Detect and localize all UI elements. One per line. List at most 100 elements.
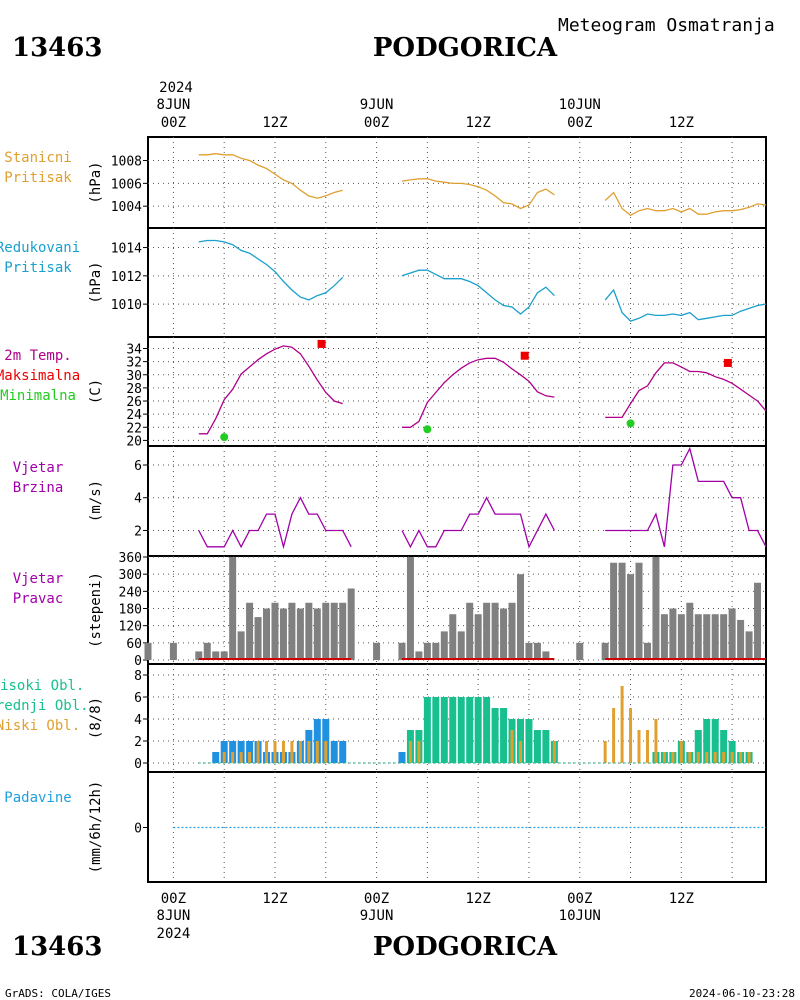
direction-bar xyxy=(432,642,440,660)
cloud-bar xyxy=(533,730,541,763)
cloud-bar xyxy=(694,730,702,763)
tmin-marker xyxy=(626,419,635,428)
y-tick-label: 34 xyxy=(126,343,142,358)
y-tick-label: 6 xyxy=(134,691,142,706)
panel-label: Stanicni xyxy=(4,150,71,166)
y-tick-label: 30 xyxy=(126,369,142,384)
panel-label: Brzina xyxy=(13,480,64,496)
top-time-label: 12Z xyxy=(466,115,491,131)
bottom-time-label: 00Z xyxy=(567,891,592,907)
cloud-bar xyxy=(239,752,243,763)
panel-label: Minimalna xyxy=(0,388,76,404)
cloud-bar xyxy=(256,741,260,763)
direction-bar xyxy=(330,602,338,660)
cloud-bar xyxy=(417,741,421,763)
direction-bar xyxy=(677,614,685,660)
direction-bar xyxy=(627,574,635,660)
y-tick-label: 240 xyxy=(119,585,142,600)
direction-bar xyxy=(491,602,499,660)
direction-bar xyxy=(508,602,516,660)
panel-label: Pritisak xyxy=(4,170,72,186)
top-time-label: 00Z xyxy=(567,115,592,131)
panels: 20248JUN00Z00Z8JUN202412Z12Z9JUN00Z00Z9J… xyxy=(0,80,767,942)
cloud-bar xyxy=(432,697,440,763)
cloud-bar xyxy=(298,741,302,763)
direction-bar xyxy=(576,642,584,660)
direction-bar xyxy=(271,602,279,660)
y-tick-label: 300 xyxy=(119,568,142,583)
cloud-bar xyxy=(281,741,285,763)
cloud-bar xyxy=(449,697,457,763)
cloud-bar xyxy=(408,741,412,763)
panel-label: Redukovani xyxy=(0,240,80,256)
direction-bar xyxy=(246,602,254,660)
direction-bar xyxy=(288,602,296,660)
cloud-bar xyxy=(518,741,522,763)
cloud-bar xyxy=(713,752,717,763)
y-axis-title: (8/8) xyxy=(88,697,104,739)
panel-wind_speed: 2 4 6 (m/s) Vjetar Brzina xyxy=(13,445,767,557)
direction-bar xyxy=(601,642,609,660)
direction-bar xyxy=(635,562,643,660)
direction-bar xyxy=(279,608,287,660)
panel-frame xyxy=(147,227,767,338)
cloud-bar xyxy=(703,719,711,763)
cloud-bar xyxy=(747,752,751,763)
y-tick-label: 0 xyxy=(134,757,142,772)
y-axis-title: (mm/6h/12h) xyxy=(88,781,104,874)
cloud-bar xyxy=(654,719,658,763)
y-tick-label: 8 xyxy=(134,669,142,684)
cloud-bar xyxy=(603,741,607,763)
bottom-time-label: 00Z xyxy=(364,891,389,907)
cloud-bar xyxy=(248,752,252,763)
y-tick-label: 0 xyxy=(134,654,142,669)
y-tick-label: 2 xyxy=(134,524,142,539)
cloud-bar xyxy=(474,697,482,763)
cloud-bar xyxy=(510,730,514,763)
top-date-label: 8JUN xyxy=(157,97,191,113)
direction-bar xyxy=(203,642,211,660)
direction-bar xyxy=(423,642,431,660)
y-axis-title: (stepeni) xyxy=(88,572,104,648)
cloud-bar xyxy=(457,697,465,763)
direction-bar xyxy=(347,588,355,660)
panel-precipitation: 0 (mm/6h/12h) Padavine xyxy=(4,771,767,883)
cloud-bar xyxy=(720,730,728,763)
cloud-bar xyxy=(290,741,294,763)
y-tick-label: 60 xyxy=(126,637,142,652)
direction-bar xyxy=(686,602,694,660)
cloud-bar xyxy=(265,741,269,763)
y-tick-label: 1012 xyxy=(111,270,142,285)
panel-cloud_cover: 0 2 4 6 8 (8/8)Visoki Obl. Srednji Obl. Niski O… xyxy=(0,663,767,773)
y-tick-label: 26 xyxy=(126,395,142,410)
panel-label: Vjetar xyxy=(13,460,64,476)
direction-bar xyxy=(516,574,524,660)
direction-bar xyxy=(466,602,474,660)
cloud-bar xyxy=(542,730,550,763)
cloud-bar xyxy=(222,752,226,763)
tmax-marker xyxy=(317,339,326,348)
cloud-bar xyxy=(696,752,700,763)
panel-label: Visoki Obl. xyxy=(0,678,84,694)
cloud-bar xyxy=(273,741,277,763)
direction-bar xyxy=(229,557,237,660)
direction-bar xyxy=(720,614,728,660)
cloud-bar xyxy=(662,752,666,763)
panel-label: Padavine xyxy=(4,790,71,806)
bottom-date-label: 8JUN xyxy=(157,908,191,924)
station-id-bottom: 13463 xyxy=(12,932,102,962)
direction-bar xyxy=(144,642,152,660)
y-axis-title: (C) xyxy=(88,379,104,404)
station-name-top: PODGORICA xyxy=(373,33,558,63)
direction-bar xyxy=(449,614,457,660)
direction-bar xyxy=(542,651,550,660)
y-tick-label: 4 xyxy=(134,713,142,728)
tmin-marker xyxy=(220,433,229,442)
cloud-bar xyxy=(339,741,347,763)
y-tick-label: 6 xyxy=(134,459,142,474)
cloud-bar xyxy=(466,697,474,763)
bottom-time-label: 12Z xyxy=(669,891,694,907)
y-tick-label: 28 xyxy=(126,382,142,397)
y-tick-label: 120 xyxy=(119,620,142,635)
